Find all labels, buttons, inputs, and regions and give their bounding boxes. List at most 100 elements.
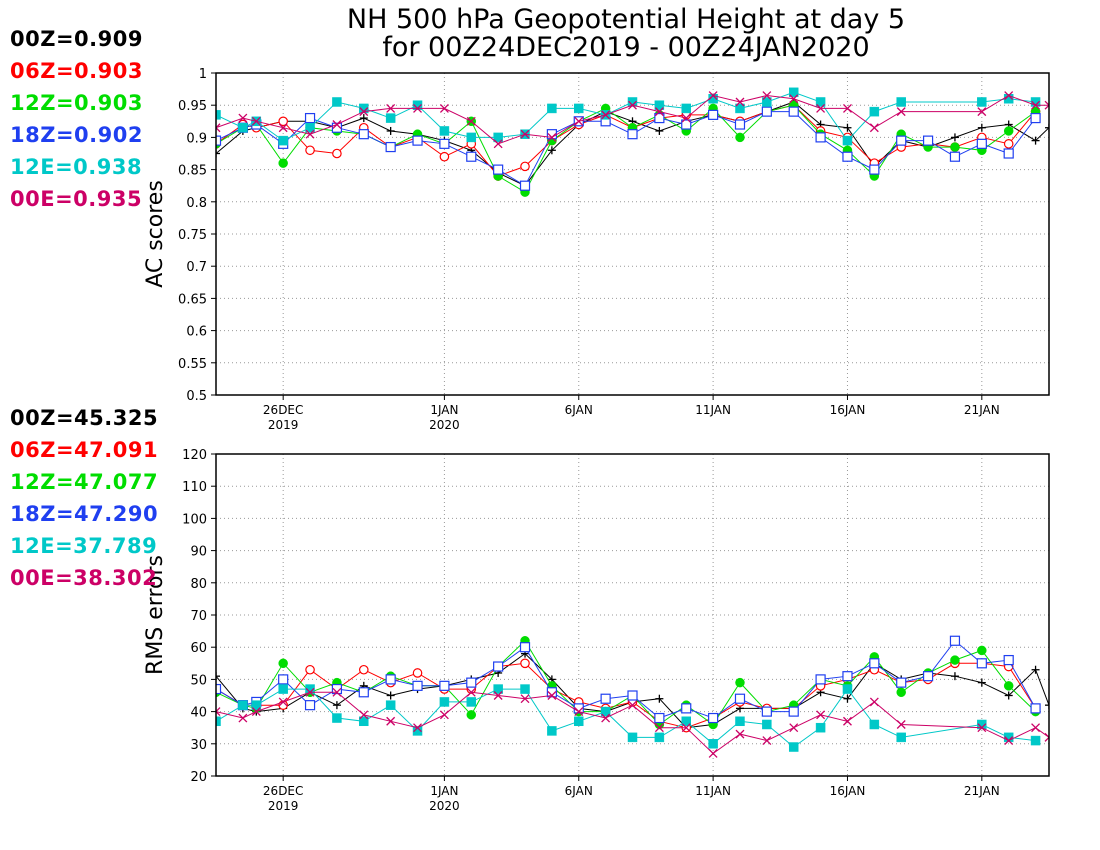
- data-point-18z: [976, 138, 987, 149]
- legend-entry-12z: 12Z=0.903: [10, 91, 143, 115]
- x-tick-label-year: 2020: [429, 799, 460, 813]
- chart-title-line2: for 00Z24DEC2019 - 00Z24JAN2020: [382, 32, 869, 63]
- data-point-00e: [520, 129, 530, 139]
- data-point-12e: [278, 684, 288, 694]
- x-tick-label: 1JAN: [430, 403, 458, 417]
- data-point-00e: [439, 710, 449, 720]
- data-point-00e: [1004, 91, 1014, 100]
- data-point-18z: [385, 141, 396, 153]
- y-tick-label: 0.9: [186, 131, 207, 146]
- data-point-00z: [655, 694, 664, 703]
- data-point-00e: [466, 116, 476, 126]
- data-point-00e: [359, 710, 369, 720]
- data-point-00z: [1004, 691, 1013, 700]
- data-point-00e: [628, 100, 637, 110]
- y-tick-label: 30: [190, 738, 207, 753]
- data-point-00e: [735, 97, 745, 107]
- data-point-00e: [601, 110, 611, 120]
- data-point-00e: [628, 700, 637, 710]
- data-point-12e: [762, 719, 772, 730]
- chart-title-line1: NH 500 hPa Geopotential Height at day 5: [347, 4, 905, 35]
- series-line-06z: [216, 104, 1036, 177]
- data-point-00e: [238, 113, 248, 123]
- data-point-18z: [412, 680, 423, 691]
- y-tick-label: 80: [190, 577, 207, 592]
- data-point-18z: [216, 683, 222, 695]
- data-point-12e: [600, 706, 611, 717]
- data-point-18z: [708, 712, 719, 724]
- data-point-12e: [385, 113, 396, 123]
- data-point-00e: [789, 94, 799, 104]
- data-point-00z: [386, 126, 395, 135]
- data-point-18z: [976, 658, 987, 669]
- data-point-12e: [869, 106, 880, 117]
- data-point-12e: [815, 97, 826, 107]
- data-point-00z: [977, 678, 986, 687]
- data-point-18z: [358, 687, 369, 698]
- data-point-18z: [869, 164, 880, 175]
- legend-entry-00z: 00Z=45.325: [10, 406, 159, 430]
- data-point-12e: [1030, 735, 1041, 746]
- data-point-00e: [278, 697, 288, 707]
- y-tick-label: 40: [190, 706, 207, 721]
- data-point-18z: [1030, 112, 1041, 124]
- data-point-00z: [843, 123, 852, 132]
- data-point-06z: [439, 151, 450, 162]
- data-point-00e: [386, 716, 396, 726]
- data-point-18z: [734, 693, 746, 704]
- legend-entry-12e: 12E=0.938: [10, 155, 143, 179]
- data-point-12e: [305, 684, 315, 694]
- data-point-12e: [708, 739, 718, 749]
- data-point-18z: [519, 642, 531, 653]
- y-axis-label: AC scores: [143, 180, 168, 288]
- data-point-00z: [1031, 136, 1040, 145]
- data-point-00e: [574, 707, 584, 717]
- data-point-00e: [977, 107, 987, 117]
- data-point-12e: [332, 97, 342, 107]
- data-point-18z: [1003, 148, 1014, 159]
- data-point-18z: [922, 671, 934, 682]
- data-point-18z: [519, 180, 531, 191]
- data-point-18z: [869, 658, 880, 669]
- data-point-12e: [466, 132, 477, 143]
- data-point-18z: [304, 112, 316, 124]
- x-tick-label: 1JAN: [430, 784, 458, 798]
- data-point-12z: [735, 677, 745, 688]
- data-point-00e: [869, 697, 879, 707]
- data-point-00e: [1044, 732, 1049, 742]
- data-point-00e: [413, 103, 422, 113]
- y-tick-label: 100: [182, 512, 207, 527]
- data-point-18z: [1003, 654, 1014, 666]
- data-point-00e: [216, 707, 221, 717]
- data-point-12e: [788, 742, 799, 752]
- data-point-00e: [708, 749, 718, 758]
- x-tick-label: 21JAN: [964, 403, 1000, 417]
- data-point-18z: [627, 690, 638, 701]
- data-point-06z: [358, 664, 369, 675]
- data-point-00e: [869, 123, 879, 133]
- data-point-06z: [520, 161, 530, 172]
- data-point-18z: [216, 135, 222, 146]
- data-point-12e: [439, 126, 450, 136]
- data-point-00e: [332, 120, 342, 129]
- data-point-12e: [815, 722, 826, 733]
- y-tick-label: 90: [190, 545, 207, 560]
- y-tick-label: 1: [199, 67, 207, 82]
- data-point-00e: [762, 91, 772, 100]
- data-point-00z: [216, 149, 220, 158]
- data-point-06z: [332, 148, 342, 159]
- data-point-12e: [251, 700, 262, 710]
- data-point-12e: [977, 97, 987, 107]
- data-point-00e: [493, 139, 503, 149]
- data-point-12e: [627, 732, 638, 743]
- data-point-06z: [305, 145, 315, 156]
- data-point-18z: [331, 122, 343, 133]
- y-tick-label: 50: [190, 673, 207, 688]
- data-point-00z: [1045, 123, 1049, 132]
- y-tick-label: 20: [190, 770, 207, 785]
- data-point-12e: [1030, 97, 1041, 107]
- data-point-18z: [439, 680, 450, 691]
- y-tick-label: 0.8: [186, 196, 207, 211]
- data-point-12e: [574, 716, 584, 727]
- legend-entry-00z: 00Z=0.909: [10, 27, 143, 51]
